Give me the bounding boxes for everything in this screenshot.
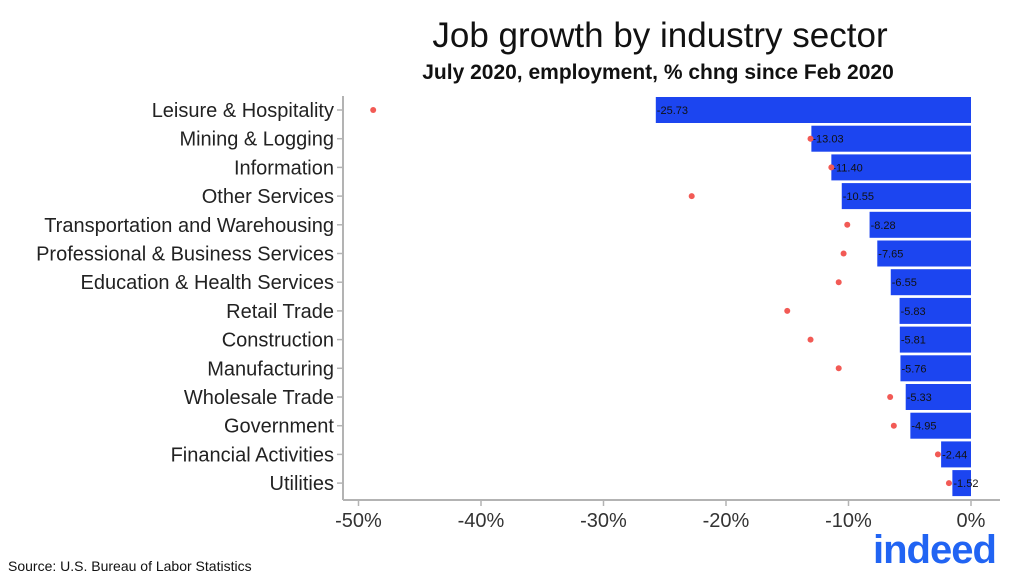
category-label: Leisure & Hospitality: [152, 100, 334, 122]
category-label: Retail Trade: [226, 301, 334, 323]
dot-marker: [945, 480, 952, 487]
dot-marker: [890, 422, 897, 429]
bar-value-label: -7.65: [878, 249, 903, 261]
category-label: Financial Activities: [171, 444, 334, 466]
dot-marker: [934, 451, 941, 458]
chart-subtitle: July 2020, employment, % chng since Feb …: [422, 61, 894, 84]
bar-value-label: -4.95: [911, 421, 936, 433]
indeed-logo: indeed: [873, 528, 997, 572]
category-label: Transportation and Warehousing: [44, 215, 334, 237]
bar-value-label: -1.52: [953, 478, 978, 490]
x-tick-label: -40%: [458, 510, 505, 532]
category-label: Wholesale Trade: [184, 387, 334, 409]
category-label: Construction: [222, 330, 334, 352]
bar: [952, 470, 971, 497]
bar-value-label: -6.55: [892, 277, 917, 289]
category-label: Mining & Logging: [179, 129, 334, 151]
bar-value-label: -5.33: [907, 392, 932, 404]
category-label: Education & Health Services: [81, 272, 334, 294]
bar-value-label: -5.76: [901, 363, 926, 375]
bar-value-label: -11.40: [832, 162, 862, 174]
dot-marker: [828, 164, 835, 171]
bar: [941, 441, 971, 468]
x-tick-label: -50%: [335, 510, 382, 532]
dot-marker: [688, 193, 695, 200]
category-label: Utilities: [270, 473, 334, 495]
x-tick-label: -20%: [703, 510, 750, 532]
bar: [811, 125, 971, 152]
bar-value-label: -13.03: [812, 134, 843, 146]
bar-value-label: -25.73: [657, 105, 688, 117]
x-tick-label: -30%: [580, 510, 627, 532]
bar: [890, 269, 971, 296]
category-label: Information: [234, 157, 334, 179]
chart-title: Job growth by industry sector: [432, 16, 888, 55]
bar: [877, 240, 971, 267]
dot-marker: [844, 221, 851, 228]
dot-marker: [835, 365, 842, 372]
x-tick-label: 0%: [957, 510, 986, 532]
dot-marker: [840, 250, 847, 257]
dot-marker: [807, 135, 814, 142]
source-note: Source: U.S. Bureau of Labor Statistics: [8, 558, 252, 574]
bar: [869, 211, 971, 238]
category-label: Professional & Business Services: [36, 244, 334, 266]
bar-value-label: -5.81: [901, 335, 926, 347]
category-label: Other Services: [202, 186, 334, 208]
bar: [831, 154, 971, 181]
bar: [655, 97, 971, 123]
bar-value-label: -5.83: [901, 306, 926, 318]
category-label: Government: [224, 416, 334, 438]
dot-marker: [835, 279, 842, 286]
bar: [899, 297, 971, 324]
category-label: Manufacturing: [207, 358, 334, 380]
dot-marker: [784, 307, 791, 314]
bar: [905, 384, 971, 410]
bar: [841, 183, 971, 210]
bar-value-label: -10.55: [843, 191, 874, 203]
dot-marker: [807, 336, 814, 343]
bar: [899, 326, 971, 353]
bar-value-label: -8.28: [871, 220, 896, 232]
x-tick-label: -10%: [825, 510, 872, 532]
dot-marker: [887, 394, 894, 400]
bar: [900, 355, 971, 382]
dot-marker: [370, 107, 377, 113]
bar: [910, 412, 971, 439]
bar-value-label: -2.44: [942, 449, 967, 461]
